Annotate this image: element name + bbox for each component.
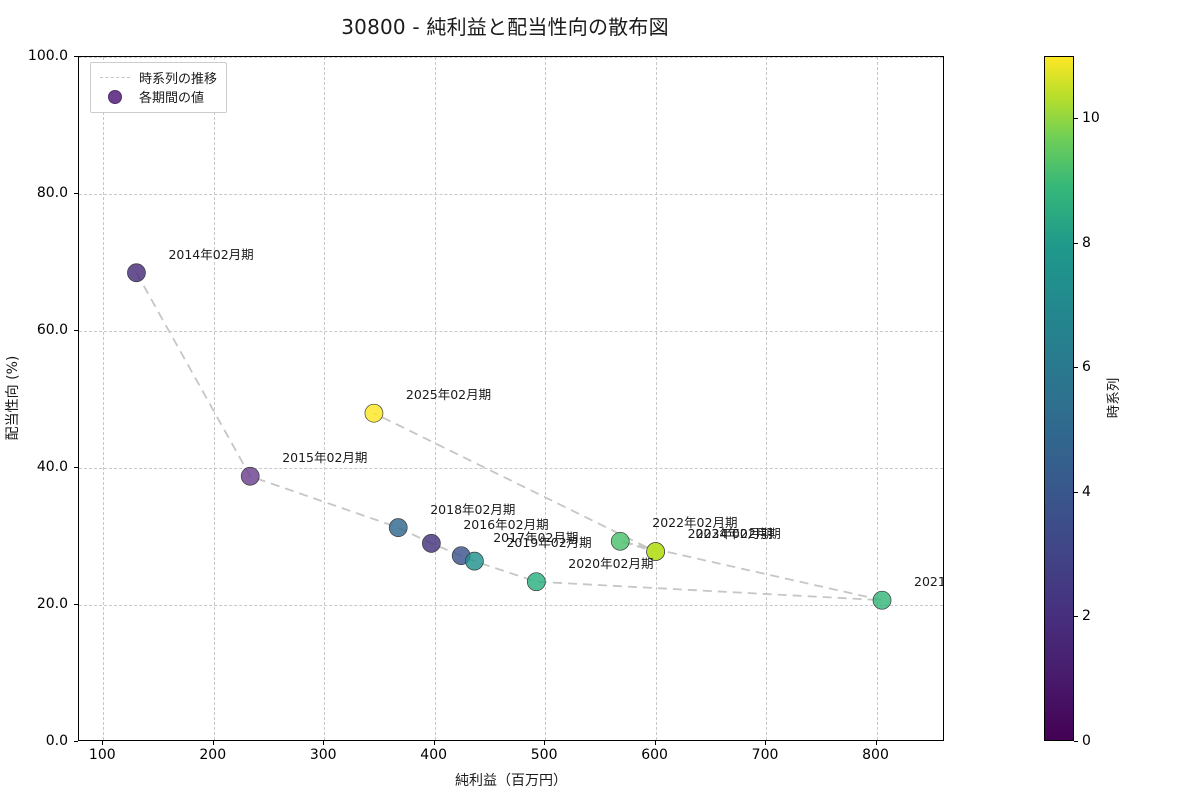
scatter-point bbox=[465, 551, 484, 571]
x-tick-mark bbox=[323, 741, 325, 745]
gridline-vertical bbox=[766, 57, 768, 740]
colorbar-tick-mark bbox=[1074, 118, 1078, 120]
y-tick-mark bbox=[74, 56, 78, 57]
y-tick-label: 20.0 bbox=[36, 596, 68, 612]
gridline-vertical bbox=[103, 57, 105, 740]
y-tick-mark bbox=[74, 741, 78, 742]
point-label: 2017年02月期 bbox=[493, 529, 579, 545]
y-tick-mark bbox=[74, 467, 78, 468]
colorbar-tick-mark bbox=[1074, 616, 1078, 618]
data-overlay bbox=[127, 263, 892, 610]
x-tick-label: 700 bbox=[751, 747, 779, 763]
plot-area: 2014年02月期 2015年02月期 2018年02月期 2016年02月期 2017… bbox=[78, 56, 944, 741]
point-label: 2016年02月期 bbox=[463, 517, 549, 533]
gridline-vertical bbox=[324, 57, 326, 740]
point-label: 2015年02月期 bbox=[282, 450, 368, 466]
point-label: 2024年02月期 bbox=[695, 525, 781, 541]
x-tick-label: 200 bbox=[199, 747, 227, 763]
x-tick-label: 300 bbox=[309, 747, 337, 763]
colorbar-tick-mark bbox=[1074, 242, 1078, 244]
y-tick-label: 100.0 bbox=[27, 48, 68, 64]
point-label: 2019年02月期 bbox=[506, 535, 592, 551]
colorbar-gradient bbox=[1044, 56, 1074, 741]
point-label: 2025年02月期 bbox=[405, 387, 492, 403]
colorbar-tick-label: 0 bbox=[1082, 733, 1091, 749]
legend-label-trend: 時系列の推移 bbox=[139, 72, 218, 87]
y-tick-label: 40.0 bbox=[36, 459, 68, 475]
colorbar-tick-label: 6 bbox=[1082, 359, 1091, 376]
scatter-point bbox=[388, 518, 408, 537]
y-tick-mark bbox=[74, 604, 78, 605]
scatter-points-layer bbox=[127, 263, 892, 610]
scatter-point bbox=[240, 466, 260, 486]
gridline-vertical bbox=[545, 57, 547, 740]
colorbar-tick-label: 2 bbox=[1082, 608, 1091, 625]
colorbar-tick-label: 8 bbox=[1082, 234, 1091, 251]
x-tick-mark bbox=[212, 741, 214, 745]
x-tick-mark bbox=[433, 741, 435, 745]
x-tick-mark bbox=[875, 741, 877, 745]
legend-item-points: 各期間の値 bbox=[98, 87, 217, 106]
circle-marker-icon bbox=[98, 89, 132, 104]
point-label: 2021年02月期 bbox=[914, 574, 943, 590]
dashed-line-icon bbox=[98, 77, 132, 78]
x-tick-label: 500 bbox=[530, 747, 558, 763]
gridline-vertical bbox=[213, 57, 215, 740]
x-tick-mark bbox=[544, 741, 546, 745]
scatter-point bbox=[610, 531, 630, 551]
y-tick-label: 0.0 bbox=[45, 733, 68, 749]
colorbar-label: 時系列 bbox=[1106, 377, 1122, 419]
y-axis-label: 配当性向 (%) bbox=[5, 355, 21, 441]
gridline-horizontal bbox=[79, 194, 943, 195]
gridline-vertical bbox=[655, 57, 657, 740]
gridline-horizontal bbox=[79, 605, 943, 606]
point-label: 2022年02月期 bbox=[652, 515, 738, 531]
colorbar-tick-mark bbox=[1074, 491, 1078, 493]
colorbar-tick-mark bbox=[1074, 367, 1078, 369]
gridline-horizontal bbox=[79, 331, 943, 332]
y-tick-label: 80.0 bbox=[36, 185, 68, 201]
colorbar-tick-label: 4 bbox=[1082, 483, 1091, 500]
legend-label-points: 各期間の値 bbox=[139, 91, 205, 106]
point-label: 2020年02月期 bbox=[568, 555, 654, 571]
chart-legend: 時系列の推移 各期間の値 bbox=[90, 62, 228, 113]
y-tick-mark bbox=[74, 330, 78, 331]
x-tick-mark bbox=[102, 741, 104, 745]
scatter-point bbox=[451, 546, 471, 566]
legend-item-trend: 時系列の推移 bbox=[98, 68, 217, 87]
x-tick-label: 800 bbox=[862, 747, 889, 763]
point-label: 2018年02月期 bbox=[430, 501, 516, 517]
colorbar-tick-mark bbox=[1074, 741, 1078, 742]
colorbar-tick-label: 10 bbox=[1082, 110, 1100, 127]
time-series-trend-line bbox=[135, 272, 883, 602]
colorbar bbox=[1044, 56, 1074, 741]
x-tick-label: 600 bbox=[641, 747, 668, 763]
scatter-point bbox=[422, 534, 441, 553]
point-label: 2014年02月期 bbox=[168, 246, 254, 262]
gridline-vertical bbox=[876, 57, 878, 740]
gridline-horizontal bbox=[79, 468, 943, 469]
x-tick-label: 100 bbox=[88, 747, 116, 763]
scatter-point bbox=[364, 403, 384, 423]
plot-inner: 2014年02月期 2015年02月期 2018年02月期 2016年02月期 2017… bbox=[79, 57, 943, 740]
scatter-point bbox=[127, 263, 146, 283]
x-tick-label: 400 bbox=[420, 747, 448, 763]
gridline-horizontal bbox=[79, 57, 943, 58]
x-tick-mark bbox=[765, 741, 767, 745]
y-tick-mark bbox=[74, 193, 78, 194]
x-tick-mark bbox=[654, 741, 656, 745]
x-axis-label: 純利益（百万円） bbox=[455, 773, 567, 789]
point-label: 2023年02月期 bbox=[687, 525, 773, 541]
y-tick-label: 60.0 bbox=[36, 322, 68, 338]
scatter-point bbox=[526, 572, 546, 592]
chart-title: 30800 - 純利益と配当性向の散布図 bbox=[341, 15, 669, 39]
